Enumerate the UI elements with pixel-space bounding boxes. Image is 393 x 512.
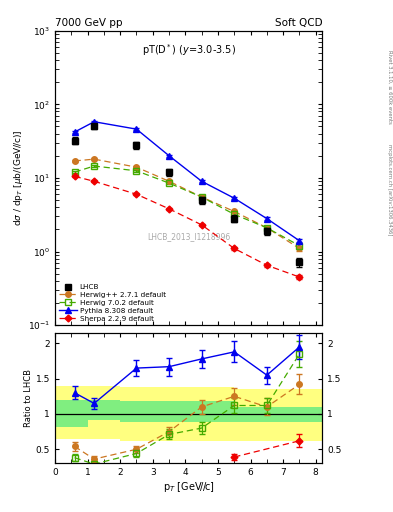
Text: LHCB_2013_I1218996: LHCB_2013_I1218996 [147,232,230,241]
Text: pT(D$^*$) ($y$=3.0-3.5): pT(D$^*$) ($y$=3.0-3.5) [141,42,236,58]
X-axis label: p$_T$ [GeV$\!$//$\!$c]: p$_T$ [GeV$\!$//$\!$c] [163,480,215,494]
Y-axis label: d$\sigma$ / dp$_T$ [$\mu$b/(GeV/$\!$/c)]: d$\sigma$ / dp$_T$ [$\mu$b/(GeV/$\!$/c)] [12,130,25,226]
Text: 7000 GeV pp: 7000 GeV pp [55,18,123,28]
Y-axis label: Ratio to LHCB: Ratio to LHCB [24,369,33,427]
Text: mcplots.cern.ch [arXiv:1306.3436]: mcplots.cern.ch [arXiv:1306.3436] [387,144,392,235]
Text: Soft QCD: Soft QCD [275,18,322,28]
Legend: LHCB, Herwig++ 2.7.1 default, Herwig 7.0.2 default, Pythia 8.308 default, Sherpa: LHCB, Herwig++ 2.7.1 default, Herwig 7.0… [59,284,166,322]
Text: Rivet 3.1.10, ≥ 600k events: Rivet 3.1.10, ≥ 600k events [387,50,392,124]
